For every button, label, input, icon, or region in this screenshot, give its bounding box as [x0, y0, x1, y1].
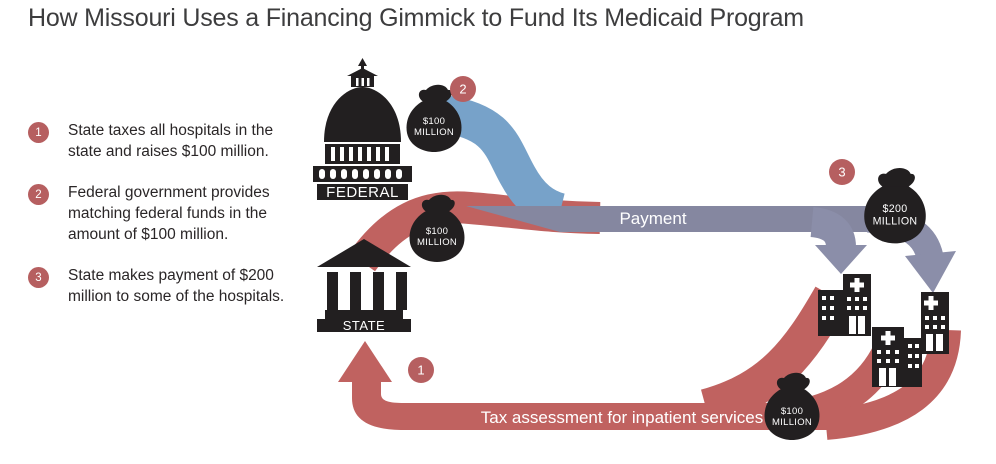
hospital-cross-icon: [881, 331, 895, 345]
step-marker-2: 2: [450, 76, 476, 102]
payment-band-bar: [466, 206, 906, 232]
legend-item-3: 3 State makes payment of $200 million to…: [28, 265, 308, 307]
legend-item-1: 1 State taxes all hospitals in the state…: [28, 120, 308, 162]
hospital-left-group: [818, 274, 871, 336]
cupola-slit: [361, 78, 364, 86]
legend-text-1: State taxes all hospitals in the state a…: [68, 122, 274, 160]
hospital-right-group: [921, 292, 949, 354]
federal-label: FEDERAL: [326, 184, 399, 201]
state-step: [325, 310, 403, 319]
capitol-cupola-roof: [347, 68, 378, 76]
svg-text:1: 1: [417, 363, 424, 378]
tax-band-curve: [352, 382, 430, 430]
money-bag-federal: $100 MILLION: [406, 84, 462, 152]
flow-step-markers: 2 3 1: [408, 76, 855, 383]
step-1-badge: 1: [28, 122, 49, 143]
tax-arrowhead: [338, 341, 392, 382]
payment-arrow-left-shaft: [809, 207, 856, 249]
step-marker-1: 1: [408, 357, 434, 383]
federal-building: FEDERAL: [313, 58, 412, 201]
money-bag-state: $100 MILLION: [409, 194, 465, 262]
mid-tier-arches: [319, 169, 402, 179]
state-columns: [327, 272, 407, 310]
tax-band-label: Tax assessment for inpatient services: [481, 408, 764, 427]
hospital-center-group: [872, 327, 922, 387]
money-bag-tax: $100 MILLION: [764, 372, 820, 440]
payment-band-label: Payment: [619, 209, 686, 228]
state-pediment: [317, 239, 411, 267]
page-title: How Missouri Uses a Financing Gimmick to…: [28, 4, 804, 32]
legend: 1 State taxes all hospitals in the state…: [28, 120, 308, 327]
capitol-spire-tip: [358, 58, 367, 66]
cupola-slit: [367, 78, 370, 86]
hospital-cross-icon: [850, 278, 864, 292]
legend-item-2: 2 Federal government provides matching f…: [28, 182, 308, 245]
capitol-base: [317, 184, 408, 200]
legend-text-2: Federal government provides matching fed…: [68, 184, 270, 243]
step-marker-3: 3: [829, 159, 855, 185]
step-2-badge: 2: [28, 184, 49, 205]
money-bag-payment: $200 MILLION: [864, 168, 926, 244]
payment-arrow-right-head: [905, 251, 956, 293]
svg-text:3: 3: [838, 165, 845, 180]
capitol-dome: [324, 87, 401, 142]
money-bags: $100 MILLION $100 MILLION $200 MILLION $100…: [406, 84, 926, 440]
hospitals: [818, 274, 949, 387]
state-base: [317, 319, 411, 332]
state-label: STATE: [343, 318, 385, 333]
federal-funds-flow: [440, 95, 566, 231]
hospital-cross-icon: [924, 296, 938, 310]
payment-arrow-left-head: [815, 245, 867, 274]
svg-text:2: 2: [459, 82, 466, 97]
tax-ribbon-1: [700, 286, 849, 427]
colonnade-slits: [331, 147, 389, 161]
state-building: STATE: [317, 239, 411, 333]
step-3-badge: 3: [28, 267, 49, 288]
cupola-slit: [356, 78, 359, 86]
legend-text-3: State makes payment of $200 million to s…: [68, 267, 285, 305]
